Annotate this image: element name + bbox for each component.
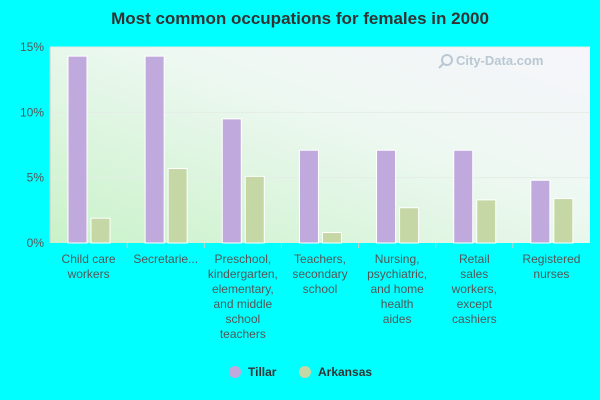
plot-area — [50, 47, 590, 243]
x-category-label-line: workers — [67, 267, 110, 281]
x-category-label-line: Secretarie... — [133, 252, 198, 266]
y-tick-label: 5% — [27, 171, 45, 185]
bar-tillar-2[interactable] — [221, 118, 242, 244]
watermark-search-icon — [441, 54, 453, 66]
x-category-label-line: except — [457, 297, 493, 311]
bar-arkansas-2[interactable] — [244, 175, 265, 244]
bar-tillar-0[interactable] — [67, 55, 88, 244]
legend-label-arkansas: Arkansas — [318, 365, 372, 379]
bar-tillar-4[interactable] — [376, 149, 397, 244]
x-category-label-line: and home — [370, 282, 424, 296]
x-category-label-line: sales — [460, 267, 488, 281]
x-category-label: Child care workers — [62, 252, 116, 281]
chart-title: Most common occupations for females in 2… — [111, 9, 489, 28]
y-tick-label: 10% — [20, 105, 44, 119]
bar-arkansas-3[interactable] — [321, 232, 342, 244]
x-category-label-line: workers, — [451, 282, 497, 296]
bar-arkansas-5[interactable] — [476, 199, 497, 244]
x-category-label-line: and middle — [213, 297, 272, 311]
x-category-label-line: elementary, — [212, 282, 274, 296]
bar-arkansas-1[interactable] — [167, 168, 188, 244]
bar-tillar-5[interactable] — [453, 149, 474, 244]
x-category-label-line: Child care — [62, 252, 116, 266]
x-category-label-line: Retail — [459, 252, 490, 266]
x-category-label-line: teachers — [220, 327, 266, 341]
x-category-label-line: school — [303, 282, 338, 296]
x-category-label-line: Preschool, — [215, 252, 272, 266]
x-category-label: Nursing, psychiatric, and home health aides — [367, 252, 427, 326]
x-category-label-line: school — [226, 312, 261, 326]
watermark-text: City-Data.com — [456, 53, 543, 68]
bar-arkansas-4[interactable] — [399, 207, 420, 244]
legend-swatch-tillar — [229, 366, 241, 378]
legend-swatch-arkansas — [299, 366, 311, 378]
x-category-label: Secretarie... — [133, 252, 198, 266]
bar-tillar-3[interactable] — [298, 149, 319, 244]
bar-arkansas-6[interactable] — [553, 198, 574, 244]
x-category-label-line: Nursing, — [375, 252, 420, 266]
y-tick-label: 0% — [27, 236, 45, 250]
x-category-label-line: Teachers, — [294, 252, 346, 266]
y-tick-label: 15% — [20, 40, 44, 54]
x-category-label: Preschool, kindergarten, elementary, and mi… — [208, 252, 278, 341]
x-category-label-line: secondary — [292, 267, 347, 281]
x-category-label-line: nurses — [533, 267, 569, 281]
x-category-label-line: psychiatric, — [367, 267, 427, 281]
bar-tillar-1[interactable] — [144, 55, 165, 244]
x-category-label: Registered nurses — [522, 252, 580, 281]
x-category-label: Retail sales workers, except cashiers — [451, 252, 497, 326]
x-category-label-line: aides — [383, 312, 412, 326]
bar-arkansas-0[interactable] — [90, 217, 111, 244]
x-category-label-line: kindergarten, — [208, 267, 278, 281]
watermark: City-Data.com — [438, 53, 543, 69]
bar-tillar-6[interactable] — [530, 179, 551, 244]
x-category-label-line: Registered — [522, 252, 580, 266]
x-category-label-line: health — [381, 297, 414, 311]
x-category-label: Teachers, secondary school — [292, 252, 347, 296]
legend-label-tillar: Tillar — [248, 365, 277, 379]
x-category-label-line: cashiers — [452, 312, 497, 326]
